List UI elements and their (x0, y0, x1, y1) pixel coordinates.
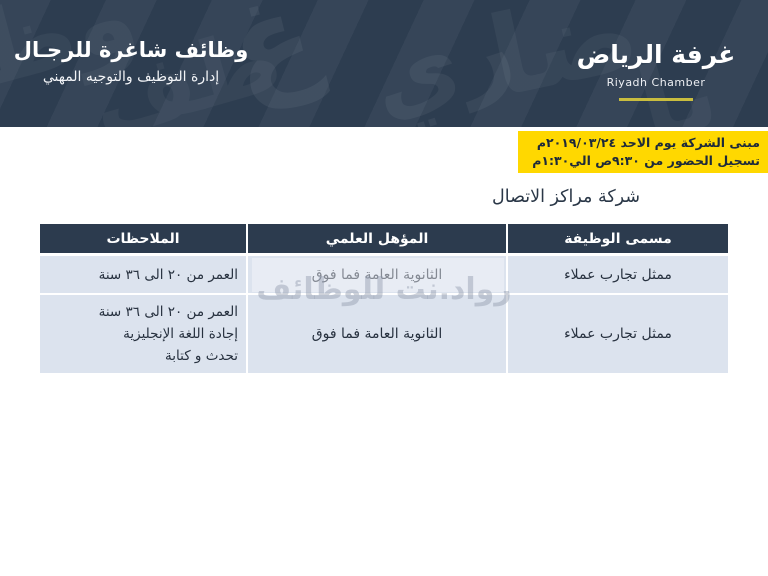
qualification-cell: الثانوية العامة فما فوق (248, 256, 506, 293)
band-texture (0, 0, 768, 127)
job-title-cell: ممثل تجارب عملاء (508, 295, 728, 373)
logo-underline (619, 98, 693, 101)
logo-arabic-calligraphy: غرفة الرياض (576, 40, 736, 69)
note-line: العمر من ٢٠ الى ٣٦ سنة (98, 266, 238, 283)
notice-time-line: تسجيل الحضور من ٩:٣٠ص الي١:٣٠م (532, 153, 760, 168)
riyadh-chamber-logo: غرفة الرياض Riyadh Chamber (576, 40, 736, 101)
notes-cell: العمر من ٢٠ الى ٣٦ سنة (40, 256, 246, 293)
header-band: غ ري ضا ظف يا وظ وظائف شاغرة للرجـال إدا… (0, 0, 768, 127)
note-line: إجادة اللغة الإنجليزية (123, 326, 238, 342)
note-line: العمر من ٢٠ الى ٣٦ سنة (98, 304, 238, 320)
page-title: وظائف شاغرة للرجـال (13, 38, 249, 62)
job-title-cell: ممثل تجارب عملاء (508, 256, 728, 293)
company-title: شركة مراكز الاتصال (492, 187, 640, 207)
table-row: ممثل تجارب عملاء الثانوية العامة فما فوق… (40, 295, 728, 373)
note-line: تحدث و كتابة (165, 348, 238, 364)
header-cell-notes: الملاحظات (40, 224, 246, 253)
header-title-block: وظائف شاغرة للرجـال إدارة التوظيف والتوج… (6, 38, 256, 85)
notice-date-line: مبنى الشركة يوم الاحد ٢٠١٩/٠٣/٢٤م (536, 135, 760, 150)
notes-cell: العمر من ٢٠ الى ٣٦ سنة إجادة اللغة الإنج… (40, 295, 246, 373)
table-row: ممثل تجارب عملاء الثانوية العامة فما فوق… (40, 256, 728, 293)
page-subtitle: إدارة التوظيف والتوجيه المهني (42, 69, 220, 85)
schedule-notice: مبنى الشركة يوم الاحد ٢٠١٩/٠٣/٢٤م تسجيل … (518, 131, 768, 173)
jobs-table: مسمى الوظيفة المؤهل العلمي الملاحظات ممث… (40, 224, 728, 373)
qualification-cell: الثانوية العامة فما فوق (248, 295, 506, 373)
header-cell-qualification: المؤهل العلمي (248, 224, 506, 253)
header-cell-job-title: مسمى الوظيفة (508, 224, 728, 253)
table-header-row: مسمى الوظيفة المؤهل العلمي الملاحظات (40, 224, 728, 253)
logo-english-label: Riyadh Chamber (606, 76, 706, 89)
